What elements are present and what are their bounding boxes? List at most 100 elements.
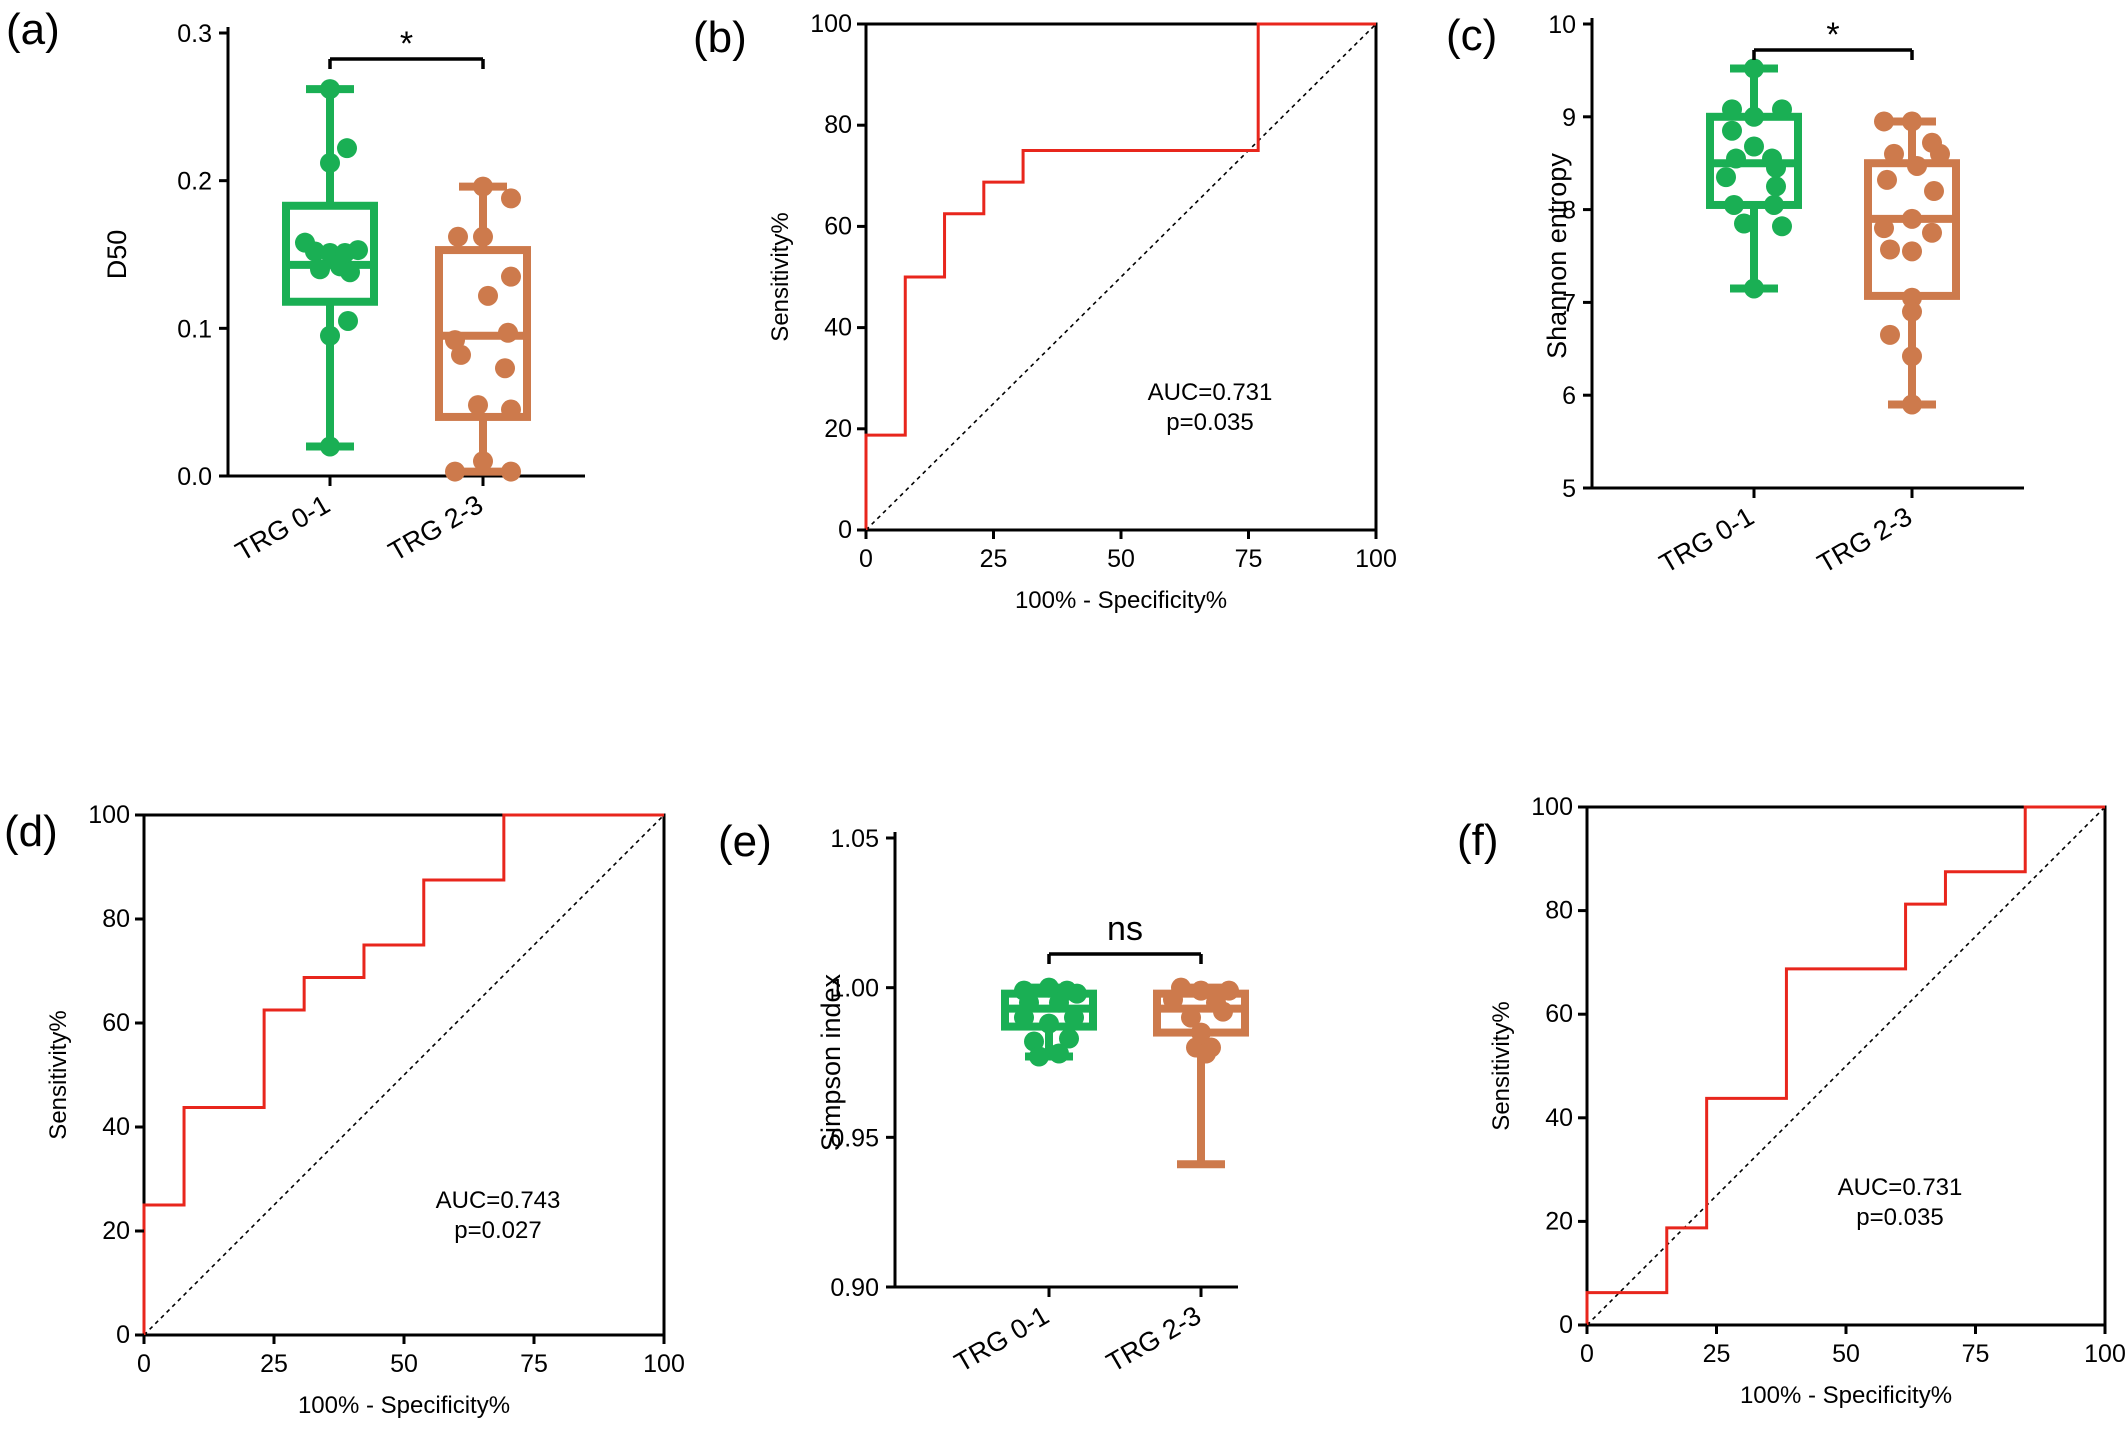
data-point [473, 451, 493, 472]
y-tick-label: 0 [1559, 1311, 1573, 1339]
x-tick-label: 25 [980, 545, 1008, 573]
reference-diagonal [143, 814, 665, 1336]
y-tick-label: 7 [1562, 289, 1576, 317]
category-label: TRG 2-3 [383, 489, 488, 567]
data-point [305, 241, 325, 262]
y-tick-label: 8 [1562, 197, 1576, 225]
y-tick-label: 20 [102, 1217, 130, 1245]
x-tick-label: 0 [1580, 1340, 1594, 1368]
category-label: TRG 0-1 [1654, 501, 1759, 579]
y-tick-label: 6 [1562, 382, 1576, 410]
group-1: TRG 2-3 [383, 176, 531, 567]
y-tick-label: 5 [1562, 475, 1576, 503]
x-tick-label: 75 [1235, 545, 1263, 573]
data-point [1064, 1007, 1084, 1028]
data-point [1764, 194, 1784, 215]
roc-curve [142, 813, 664, 1335]
panel-label: (a) [6, 5, 60, 54]
data-point [1029, 1046, 1049, 1067]
y-tick-label: 60 [102, 1009, 130, 1037]
data-point [1772, 99, 1792, 120]
panel-label: (b) [693, 13, 747, 62]
data-point [1902, 208, 1922, 229]
data-point [1930, 143, 1950, 164]
y-tick-label: 40 [824, 314, 852, 342]
data-point [1772, 216, 1792, 237]
y-tick-label: 10 [1548, 11, 1576, 39]
roc-curve [864, 22, 1376, 530]
group-1: TRG 2-3 [1812, 111, 1960, 579]
y-tick-label: 40 [1545, 1104, 1573, 1132]
data-point [498, 322, 518, 343]
x-tick-label: 100 [1355, 545, 1397, 573]
data-point [348, 240, 368, 261]
p-value-annotation: p=0.027 [454, 1217, 541, 1244]
data-point [1744, 58, 1764, 79]
auc-annotation: AUC=0.743 [436, 1187, 561, 1214]
data-point [1722, 120, 1742, 141]
reference-diagonal [1586, 806, 2106, 1326]
x-tick-label: 100 [643, 1350, 685, 1378]
category-label: TRG 0-1 [230, 489, 335, 567]
data-point [1874, 218, 1894, 239]
data-point [501, 461, 521, 482]
panel-b: (b) 0 20 40 60 80 100 0 25 50 75 100 100% - Specific… [693, 10, 1397, 614]
y-tick-label: 0 [838, 516, 852, 544]
data-point [340, 262, 360, 283]
panel-e: (e) 0.90 0.95 1.00 1.05 Simpson index TRG 0-1 T… [718, 817, 1249, 1378]
data-point [1874, 111, 1894, 132]
data-point [1716, 167, 1736, 188]
data-point [1067, 983, 1087, 1004]
data-point [1744, 106, 1764, 127]
data-point [1191, 980, 1211, 1001]
y-tick-label: 0.2 [177, 168, 212, 196]
data-point [1049, 992, 1069, 1013]
y-axis-title: D50 [102, 230, 132, 280]
y-tick-label: 9 [1562, 104, 1576, 132]
data-point [1213, 1001, 1233, 1022]
panel-c: (c) 5 6 7 8 9 10 Shannon entropy TRG 0-1 TRG 2-3 * [1446, 11, 2024, 579]
data-point [478, 285, 498, 306]
category-label: TRG 2-3 [1101, 1300, 1206, 1378]
x-tick-label: 50 [1107, 545, 1135, 573]
data-point [495, 358, 515, 379]
y-tick-label: 20 [824, 415, 852, 443]
data-point [501, 399, 521, 420]
data-point [501, 266, 521, 287]
data-point [1924, 181, 1944, 202]
x-tick-label: 50 [1832, 1340, 1860, 1368]
data-point [320, 325, 340, 346]
data-point [1902, 241, 1922, 262]
data-point [1196, 1043, 1216, 1064]
data-point [1181, 1007, 1201, 1028]
y-tick-label: 40 [102, 1113, 130, 1141]
data-point [1014, 1007, 1034, 1028]
y-axis-title: Simpson index [816, 973, 846, 1151]
data-point [1766, 176, 1786, 197]
panel-label: (f) [1457, 816, 1499, 865]
x-axis-title: 100% - Specificity% [1015, 587, 1227, 614]
data-point [1724, 194, 1744, 215]
y-tick-label: 1.05 [830, 825, 879, 853]
plot-frame [1585, 805, 2107, 1327]
data-point [1039, 1013, 1059, 1034]
panel-label: (c) [1446, 11, 1497, 60]
data-point [1734, 213, 1754, 234]
data-point [1880, 239, 1900, 260]
data-point [1877, 169, 1897, 190]
y-tick-label: 0.3 [177, 20, 212, 48]
data-point [1744, 278, 1764, 299]
panel-a: (a) 0.0 0.1 0.2 0.3 D50 TRG 0-1 TRG 2-3 * [6, 5, 585, 567]
x-axis-title: 100% - Specificity% [298, 1392, 510, 1419]
data-point [1039, 977, 1059, 998]
category-label: TRG 2-3 [1812, 501, 1917, 579]
panel-label: (e) [718, 817, 772, 866]
data-point [448, 226, 468, 247]
data-point [1907, 155, 1927, 176]
x-tick-label: 0 [137, 1350, 151, 1378]
data-point [1744, 136, 1764, 157]
p-value-annotation: p=0.035 [1166, 409, 1253, 436]
x-tick-label: 0 [859, 545, 873, 573]
box-iqr [282, 201, 378, 306]
